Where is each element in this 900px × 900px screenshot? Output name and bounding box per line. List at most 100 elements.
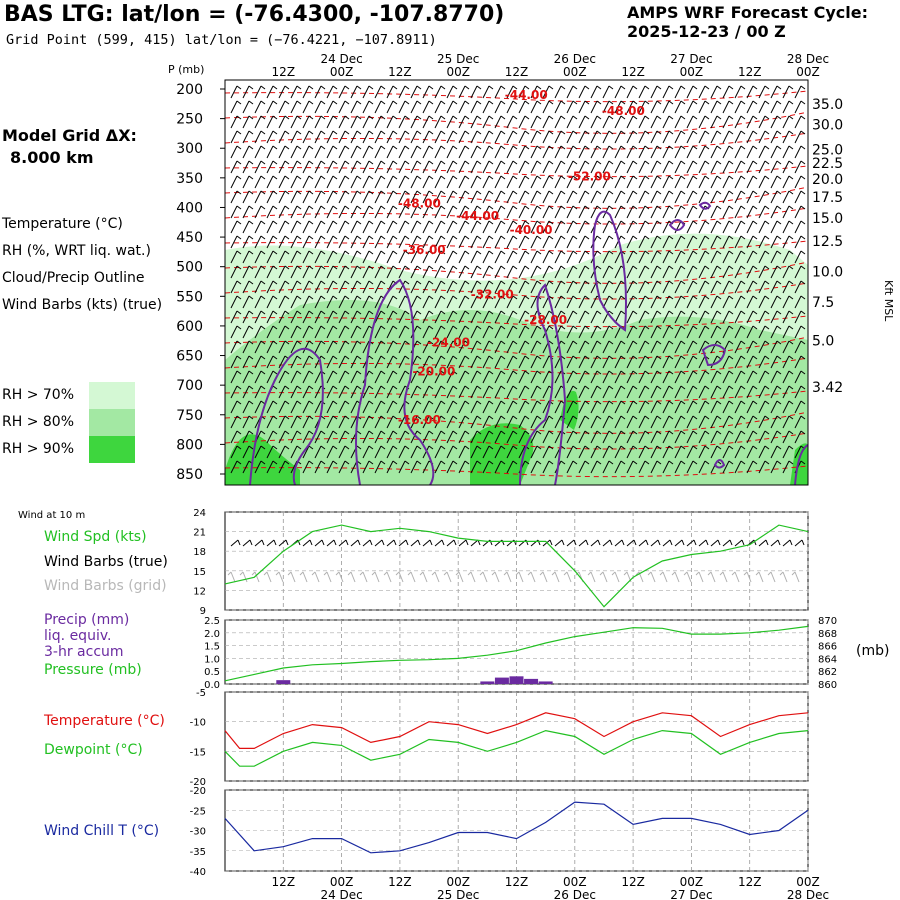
wind-barb	[770, 235, 782, 249]
temperature-contour	[224, 165, 809, 178]
height-tick-label: 35.0	[812, 97, 843, 113]
wind-barb	[482, 340, 494, 354]
height-tick-label: 3.42	[812, 380, 843, 396]
wind-barb	[566, 220, 578, 234]
wind-barb	[422, 280, 434, 294]
wind-barb	[290, 430, 302, 444]
wind-barb	[554, 115, 566, 129]
wind-barb	[482, 100, 494, 114]
wind-barb	[770, 175, 782, 189]
wind-barb	[746, 115, 758, 129]
wind-barb	[794, 130, 806, 144]
wind-barb	[746, 430, 758, 444]
wind-barb	[722, 415, 734, 429]
wind-barb	[734, 415, 746, 429]
wind-barb	[710, 280, 722, 294]
wind-barb	[386, 355, 398, 369]
wind-barb	[422, 160, 434, 174]
wind-barb	[398, 85, 410, 99]
wind-barb	[626, 145, 638, 159]
wind-barb	[338, 115, 350, 129]
wind-barb	[770, 250, 782, 264]
wind-barb	[398, 115, 410, 129]
wind-barb	[650, 385, 662, 399]
wind-barb-grid	[599, 571, 608, 583]
wind-barb-grid	[419, 571, 428, 583]
wind-barb	[758, 280, 770, 294]
wind-barb	[410, 100, 422, 114]
precip-tick: 1.0	[204, 654, 220, 665]
precip-label: Precip (mm)	[44, 612, 130, 628]
wind-barb	[422, 235, 434, 249]
wind-barb	[554, 295, 566, 309]
wind-barb	[338, 385, 350, 399]
wind-barb	[602, 430, 614, 444]
wind-barb	[506, 115, 518, 129]
wind-barb	[626, 295, 638, 309]
wind-barb	[674, 370, 686, 384]
wind-barb	[506, 175, 518, 189]
wind-barb	[734, 280, 746, 294]
wind-barb	[398, 325, 410, 339]
wind-barb	[542, 145, 554, 159]
wind-barb	[626, 445, 638, 459]
wind-barb	[254, 385, 266, 399]
wind-barb	[650, 250, 662, 264]
wind-barb	[686, 370, 698, 384]
wind-barb	[518, 295, 530, 309]
wind-barb	[386, 235, 398, 249]
wind-barb	[578, 400, 590, 414]
wind-barb	[386, 385, 398, 399]
forecast-cycle-label: AMPS WRF Forecast Cycle:	[627, 3, 869, 22]
wind-barb	[278, 445, 290, 459]
wind-barb	[590, 205, 602, 219]
wind-barb	[386, 250, 398, 264]
wind-barb	[386, 130, 398, 144]
wind-barb	[290, 445, 302, 459]
wind-barb-grid	[359, 571, 368, 583]
temperature-contour	[224, 207, 809, 225]
wind-barb	[662, 160, 674, 174]
wind-barb	[446, 205, 458, 219]
wind-barb	[710, 100, 722, 114]
wind-barb	[290, 175, 302, 189]
wind-barb	[470, 205, 482, 219]
wind-barb	[638, 160, 650, 174]
wind-barb	[650, 115, 662, 129]
wind-barb	[722, 325, 734, 339]
wind-barb	[530, 235, 542, 249]
wind-barb	[782, 325, 794, 339]
wind-barb	[674, 340, 686, 354]
wind-barb	[734, 190, 746, 204]
wind-barb	[530, 430, 542, 444]
wind-barb	[230, 205, 242, 219]
wind-barb	[446, 250, 458, 264]
temperature-contour	[224, 90, 809, 103]
wind-barb	[758, 160, 770, 174]
wind-barb	[458, 145, 470, 159]
wind-barb-grid	[275, 571, 284, 583]
wind-barb	[710, 415, 722, 429]
wind-barb	[746, 190, 758, 204]
wind-barb	[530, 265, 542, 279]
wind-barb	[422, 85, 434, 99]
height-tick-label: 25.0	[812, 142, 843, 158]
wind-barb	[362, 385, 374, 399]
wind-barb	[722, 460, 734, 474]
wind-barb	[674, 385, 686, 399]
pressure-tick-label: 200	[176, 82, 203, 98]
top-hour-label: 12Z	[505, 65, 529, 79]
wind-barb	[770, 310, 782, 324]
wind-barb	[674, 430, 686, 444]
wind-barb	[326, 325, 338, 339]
wind-barb	[626, 415, 638, 429]
wind-barb	[374, 325, 386, 339]
wind-barb	[518, 235, 530, 249]
wind-barb	[794, 280, 806, 294]
wind-barb	[314, 100, 326, 114]
wind-barb	[458, 100, 470, 114]
wind-barb	[302, 400, 314, 414]
wind-barb	[290, 280, 302, 294]
wind-barb-grid	[335, 571, 344, 583]
wind-barb	[686, 295, 698, 309]
